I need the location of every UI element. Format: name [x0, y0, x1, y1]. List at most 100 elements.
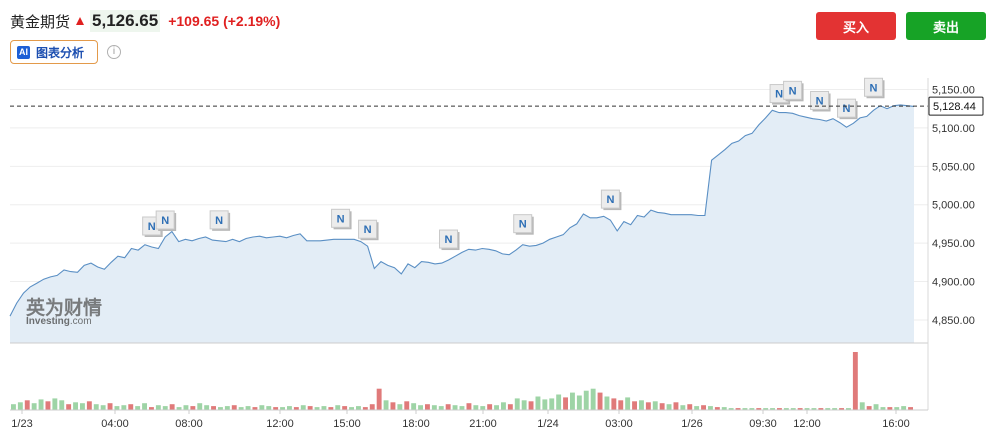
volume-bar [418, 405, 423, 410]
news-marker[interactable]: N [600, 189, 622, 211]
volume-bar [438, 406, 444, 410]
news-marker-box [513, 214, 533, 234]
x-tick-label: 1/26 [681, 418, 702, 430]
news-marker[interactable]: N [155, 210, 177, 231]
volume-bar [31, 403, 37, 410]
volume-bar [280, 407, 285, 410]
volume-bar [694, 406, 700, 410]
news-marker[interactable]: N [864, 77, 885, 99]
volume-bar [687, 404, 693, 410]
y-tick-label: 5,050.00 [932, 161, 975, 173]
news-marker[interactable]: N [837, 98, 858, 120]
news-marker-label: N [843, 103, 851, 115]
volume-bar [293, 407, 299, 410]
volume-bar [445, 404, 451, 410]
news-marker[interactable]: N [810, 90, 831, 112]
volume-bar [632, 401, 637, 410]
news-marker-label: N [364, 224, 372, 236]
volume-bar [866, 406, 872, 410]
news-marker-label: N [445, 234, 453, 246]
news-marker[interactable]: N [783, 80, 804, 102]
volume-bar [135, 406, 141, 410]
volume-bar [121, 405, 127, 410]
volume-bar [673, 402, 679, 410]
volume-bar [645, 402, 651, 410]
x-tick-label: 04:00 [101, 418, 129, 430]
volume-bar [804, 408, 810, 410]
volume-bar [494, 405, 499, 410]
volume-bar [252, 407, 258, 410]
volume-bar [176, 407, 182, 410]
news-marker[interactable]: N [513, 214, 534, 235]
news-marker-label: N [519, 219, 527, 231]
news-marker-box [783, 80, 803, 100]
news-marker-box [209, 210, 229, 230]
volume-bar [542, 399, 548, 410]
volume-bar [611, 398, 617, 410]
news-marker-label: N [148, 221, 156, 233]
volume-bar [349, 407, 354, 410]
volume-bar [321, 406, 327, 410]
news-marker-label: N [775, 89, 783, 101]
volume-bar [797, 408, 803, 410]
volume-bar [721, 407, 727, 410]
volume-bar [708, 406, 713, 410]
volume-bar [231, 405, 237, 410]
volume-bar [17, 402, 23, 410]
volume-bar [107, 403, 113, 410]
volume-bar [24, 400, 30, 410]
volume-bar [342, 406, 348, 410]
volume-bar [397, 404, 403, 410]
volume-bar [287, 406, 292, 410]
volume-bars [11, 352, 913, 410]
volume-bar [211, 406, 216, 410]
volume-bar [777, 408, 782, 410]
volume-bar [128, 404, 134, 410]
investing-watermark: 英为财情 Investing.com [26, 296, 102, 327]
volume-bar [459, 406, 465, 410]
news-marker[interactable]: N [209, 210, 231, 231]
volume-bar [908, 407, 913, 410]
price-change: +109.65 (+2.19%) [168, 13, 281, 29]
buy-button[interactable]: 买入 [816, 12, 896, 40]
news-marker[interactable]: N [331, 208, 352, 230]
volume-bar [825, 408, 831, 410]
volume-bar [259, 405, 265, 410]
volume-bar [639, 400, 644, 410]
volume-bar [742, 408, 748, 410]
volume-bar [142, 403, 147, 410]
volume-bar [362, 407, 368, 410]
sell-button[interactable]: 卖出 [906, 12, 986, 40]
news-marker[interactable]: N [358, 219, 379, 241]
volume-bar [846, 408, 851, 410]
ai-chart-analysis-label: 图表分析 [36, 45, 85, 60]
volume-bar [300, 405, 306, 410]
last-price: 5,126.65 [90, 10, 161, 32]
volume-bar [618, 400, 624, 410]
volume-bar [356, 406, 361, 410]
volume-bar [521, 400, 527, 410]
volume-bar [238, 407, 244, 410]
volume-bar [307, 406, 313, 410]
news-marker-box [331, 208, 351, 228]
news-marker-box [810, 90, 830, 110]
volume-bar [114, 406, 120, 410]
ai-chart-analysis-button[interactable]: AI 图表分析 [10, 40, 98, 64]
volume-bar [73, 402, 78, 410]
y-tick-label: 4,950.00 [932, 238, 975, 250]
volume-bar [369, 404, 375, 410]
volume-bar [93, 404, 99, 410]
volume-bar [480, 406, 486, 410]
news-marker[interactable]: N [142, 216, 163, 237]
volume-bar [149, 407, 154, 410]
volume-bar [52, 398, 58, 410]
volume-bar [404, 401, 410, 410]
volume-bar [45, 401, 51, 410]
x-tick-label: 18:00 [402, 418, 430, 430]
news-marker[interactable]: N [439, 229, 460, 251]
volume-bar [535, 396, 541, 410]
info-icon[interactable]: i [107, 45, 121, 59]
watermark-en-main: Investing [26, 316, 70, 327]
volume-bar [563, 397, 568, 410]
